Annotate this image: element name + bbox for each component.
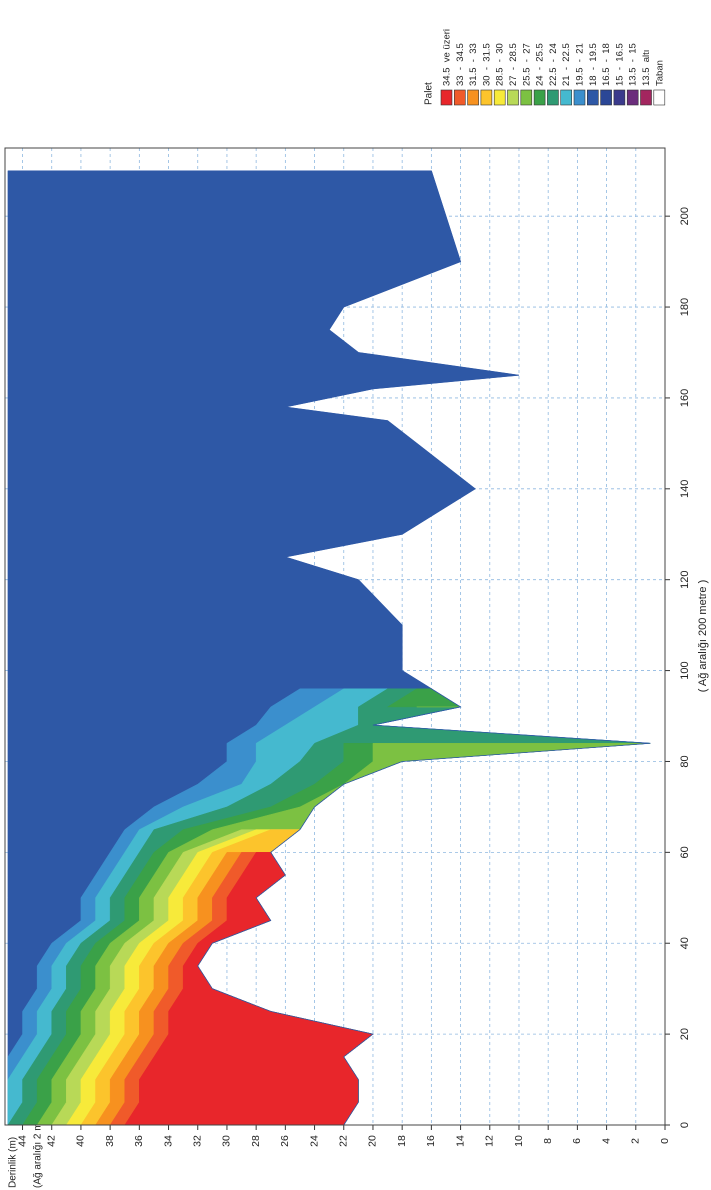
legend-swatch [493,89,506,106]
y-tick-label: 16 [425,1135,437,1147]
legend-label: 13.5 - 15 [628,43,639,86]
legend-swatch [440,89,453,106]
legend-swatch [640,89,652,106]
legend-title: Palet [424,82,435,105]
y-tick-label: 14 [454,1135,466,1147]
legend-label: 30 - 31.5 [481,43,492,86]
y-tick-label: 42 [46,1135,58,1147]
legend-swatch [467,89,479,106]
y-axis-subtitle: (Ağ aralığı 2 metre) [33,1102,44,1188]
legend-label: 21 - 22.5 [561,43,572,86]
legend-swatch [626,89,639,106]
legend-swatch [520,89,533,106]
x-tick-label: 100 [679,661,691,679]
y-tick-label: 2 [630,1138,642,1144]
y-tick-label: 22 [338,1135,350,1147]
legend-label: 34.5 ve üzeri [442,29,453,86]
legend-swatch [547,89,559,106]
y-tick-label: 40 [75,1135,87,1147]
legend-label: 13.5 altı [641,50,652,86]
y-tick-label: 28 [250,1135,262,1147]
x-axis-title: ( Ağ aralığı 200 metre ) [697,580,709,693]
legend-swatch [480,89,493,106]
x-tick-label: 80 [679,755,691,767]
y-tick-label: 24 [308,1135,320,1147]
x-tick-label: 180 [679,298,691,316]
y-tick-label: 26 [279,1135,291,1147]
y-tick-label: 12 [484,1135,496,1147]
legend-label: 27 - 28.5 [508,43,519,86]
x-tick-label: 200 [679,207,691,225]
y-tick-label: 44 [16,1135,28,1147]
legend-label: 15 - 16.5 [614,43,625,86]
legend-swatch [560,89,573,106]
y-tick-label: 30 [221,1135,233,1147]
x-tick-label: 160 [679,389,691,407]
legend-swatch [653,89,666,106]
legend-swatch [533,89,546,106]
legend-label: 19.5 - 21 [575,43,586,86]
x-tick-label: 20 [679,1028,691,1040]
legend-label: 16.5 - 18 [601,43,612,86]
legend-label: 28.5 - 30 [495,43,506,86]
legend-label: 31.5 - 33 [468,43,479,86]
legend-swatch [453,89,466,106]
legend-swatch [613,89,626,106]
y-tick-label: 0 [659,1138,671,1144]
y-tick-label: 36 [133,1135,145,1147]
y-tick-label: 10 [513,1135,525,1147]
legend-label: Taban [654,60,665,86]
legend-label: 24 - 25.5 [535,43,546,86]
legend-label: 25.5 - 27 [521,43,532,86]
bottom-edge [197,170,651,1126]
x-tick-label: 120 [679,571,691,589]
legend-swatch [586,89,599,106]
y-axis-title: Derinlik (m) [8,1137,19,1188]
y-tick-label: 32 [192,1135,204,1147]
legend-label: 18 - 19.5 [588,43,599,86]
y-tick-label: 4 [600,1138,612,1144]
plot-frame [4,147,666,1126]
x-tick-label: 140 [679,480,691,498]
y-tick-label: 6 [571,1138,583,1144]
legend-label: 33 - 34.5 [455,43,466,86]
legend-label: 22.5 - 24 [548,43,559,86]
x-tick-label: 0 [679,1122,691,1128]
x-tick-label: 60 [679,846,691,858]
legend-swatch [507,89,519,106]
x-tick-label: 40 [679,937,691,949]
legend-swatch [573,89,586,106]
y-tick-label: 34 [162,1135,174,1147]
y-tick-label: 8 [542,1138,554,1144]
y-tick-label: 38 [104,1135,116,1147]
legend-swatch [600,89,612,106]
y-tick-label: 20 [367,1135,379,1147]
y-tick-label: 18 [396,1135,408,1147]
